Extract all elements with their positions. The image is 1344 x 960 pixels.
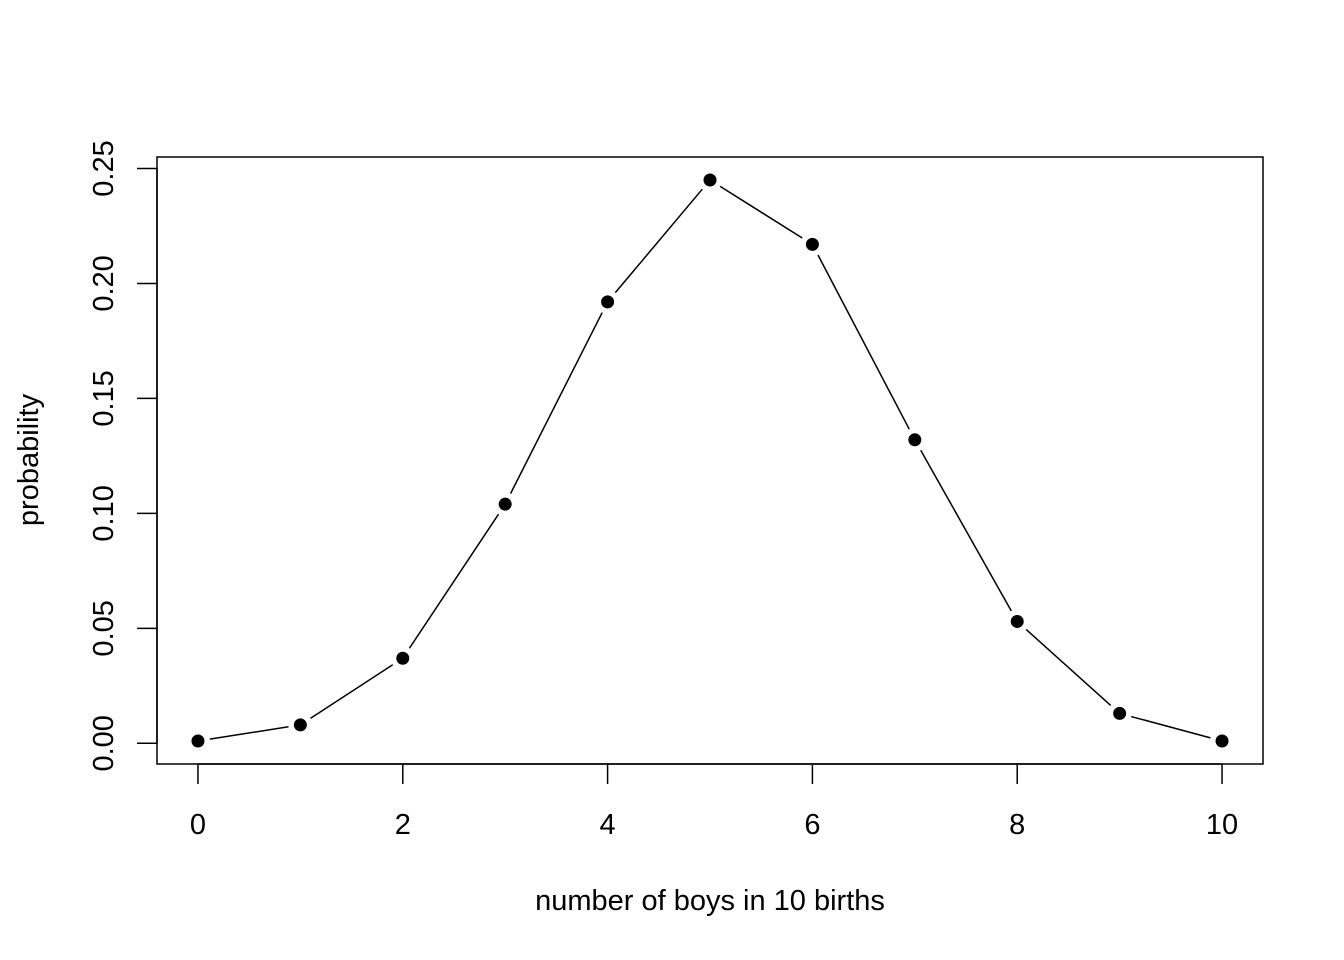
series-segment [614,188,703,294]
x-axis-label: number of boys in 10 births [535,885,885,917]
data-point [498,497,512,511]
y-tick-label: 0.00 [88,715,120,771]
data-point [703,173,717,187]
series-points [191,173,1229,748]
x-axis: 0 2 4 6 8 10 [190,763,1238,841]
series-line [209,185,1211,740]
data-point [1113,706,1127,720]
series-segment [719,185,803,239]
series-segment [408,513,500,649]
series-segment [310,664,394,719]
x-tick-label: 4 [600,809,616,841]
data-point [1215,734,1229,748]
x-tick-label: 0 [190,809,206,841]
y-tick-label: 0.05 [88,600,120,656]
y-tick-label: 0.25 [88,140,120,196]
series-segment [920,449,1012,612]
plot-box [156,156,1264,765]
data-point [191,734,205,748]
data-point [396,651,410,665]
y-tick-label: 0.15 [88,370,120,426]
x-tick-label: 2 [395,809,411,841]
series-segment [817,254,910,430]
data-point [805,237,819,251]
y-axis-label: probability [13,393,45,526]
y-axis: 0.00 0.05 0.10 0.15 0.20 0.25 [88,140,158,772]
data-point [908,433,922,447]
x-tick-label: 6 [804,809,820,841]
x-tick-label: 8 [1009,809,1025,841]
data-point [601,295,615,309]
series-segment [509,312,603,494]
series-segment [1025,628,1112,706]
series-segment [1131,715,1211,739]
data-point [293,718,307,732]
x-tick-label: 10 [1206,809,1238,841]
y-tick-label: 0.10 [88,485,120,541]
series-segment [209,726,289,740]
y-tick-label: 0.20 [88,255,120,311]
data-point [1010,614,1024,628]
